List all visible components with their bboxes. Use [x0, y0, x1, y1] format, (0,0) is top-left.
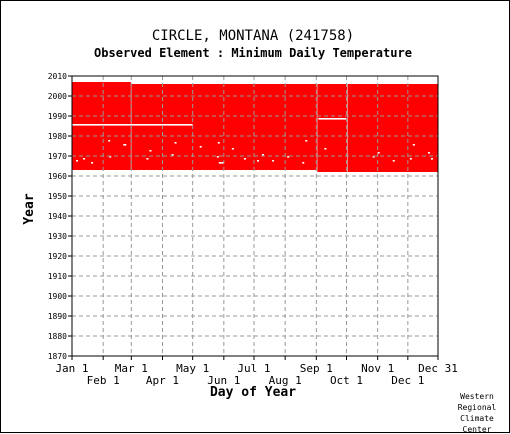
- missing-point: [305, 140, 308, 142]
- x-tick-label: Jan 1: [55, 362, 88, 375]
- y-tick-label: 1990: [48, 112, 67, 121]
- missing-point: [243, 158, 246, 160]
- missing-point: [430, 158, 433, 160]
- missing-point: [91, 162, 94, 164]
- missing-point: [123, 144, 126, 146]
- y-tick-label: 1980: [48, 132, 67, 141]
- x-tick-label: Jun 1: [207, 374, 240, 387]
- chart-title: CIRCLE, MONTANA (241758): [152, 28, 354, 44]
- missing-point: [216, 156, 219, 158]
- missing-point: [149, 150, 152, 152]
- y-tick-label: 1890: [48, 312, 67, 321]
- y-tick-label: 1950: [48, 192, 67, 201]
- x-tick-label: Oct 1: [330, 374, 363, 387]
- missing-run: [318, 118, 347, 120]
- y-tick-label: 2010: [48, 72, 67, 81]
- missing-point: [287, 156, 290, 158]
- missing-point: [272, 160, 275, 162]
- missing-point: [262, 154, 265, 156]
- missing-point: [76, 160, 79, 162]
- x-tick-label: Apr 1: [146, 374, 179, 387]
- x-tick-label: Sep 1: [300, 362, 333, 375]
- missing-point: [257, 160, 260, 162]
- missing-run: [72, 124, 193, 126]
- missing-point: [171, 154, 174, 156]
- chart-subtitle: Observed Element : Minimum Daily Tempera…: [94, 46, 412, 60]
- y-axis-ticks: 1870 1880 1890 1900 1910 1920 1930 1940 1950 1960…: [48, 72, 72, 361]
- missing-point: [219, 162, 222, 164]
- y-tick-label: 1880: [48, 332, 67, 341]
- missing-point: [124, 144, 127, 146]
- x-tick-label: Jul 1: [237, 362, 270, 375]
- missing-point: [108, 140, 111, 142]
- missing-point: [83, 158, 86, 160]
- y-tick-label: 1920: [48, 252, 67, 261]
- credit-line: Climate: [460, 414, 494, 423]
- missing-point: [427, 152, 430, 154]
- y-tick-label: 1930: [48, 232, 67, 241]
- credit-line: Regional: [458, 403, 497, 412]
- missing-data-layer: [72, 118, 433, 164]
- y-tick-label: 1900: [48, 292, 67, 301]
- missing-point: [146, 158, 149, 160]
- x-tick-label: Dec 1: [391, 374, 424, 387]
- grid-lines: [72, 76, 438, 356]
- observed-period: [347, 84, 438, 172]
- missing-point: [218, 162, 221, 164]
- credit-line: Western: [460, 392, 494, 401]
- y-tick-label: 1870: [48, 352, 67, 361]
- y-tick-label: 2000: [48, 92, 67, 101]
- x-tick-label: Mar 1: [115, 362, 148, 375]
- x-axis-label: Day of Year: [210, 385, 296, 400]
- missing-point: [372, 156, 375, 158]
- missing-point: [409, 158, 412, 160]
- missing-point: [412, 144, 415, 146]
- y-tick-label: 1910: [48, 272, 67, 281]
- x-axis-ticks: Jan 1 Mar 1 May 1 Jul 1 Sep 1 Nov 1 Dec 31 Feb …: [55, 356, 458, 387]
- missing-point: [324, 148, 327, 150]
- x-tick-label: Nov 1: [361, 362, 394, 375]
- credit-line: Center: [463, 425, 492, 434]
- x-tick-label: Dec 31: [418, 362, 458, 375]
- missing-point: [392, 160, 395, 162]
- y-axis-label: Year: [22, 193, 37, 224]
- y-tick-label: 1970: [48, 152, 67, 161]
- observed-period: [72, 82, 131, 170]
- missing-point: [302, 162, 305, 164]
- y-tick-label: 1960: [48, 172, 67, 181]
- missing-point: [221, 162, 224, 164]
- missing-point: [217, 142, 220, 144]
- x-tick-label: May 1: [176, 362, 209, 375]
- x-tick-label: Feb 1: [87, 374, 120, 387]
- missing-point: [377, 152, 380, 154]
- missing-point: [109, 156, 112, 158]
- missing-point: [231, 148, 234, 150]
- credit-text: Western Regional Climate Center: [458, 392, 497, 434]
- x-tick-label: Aug 1: [269, 374, 302, 387]
- y-tick-label: 1940: [48, 212, 67, 221]
- missing-point: [199, 146, 202, 148]
- missing-point: [174, 142, 177, 144]
- observed-period: [317, 84, 348, 172]
